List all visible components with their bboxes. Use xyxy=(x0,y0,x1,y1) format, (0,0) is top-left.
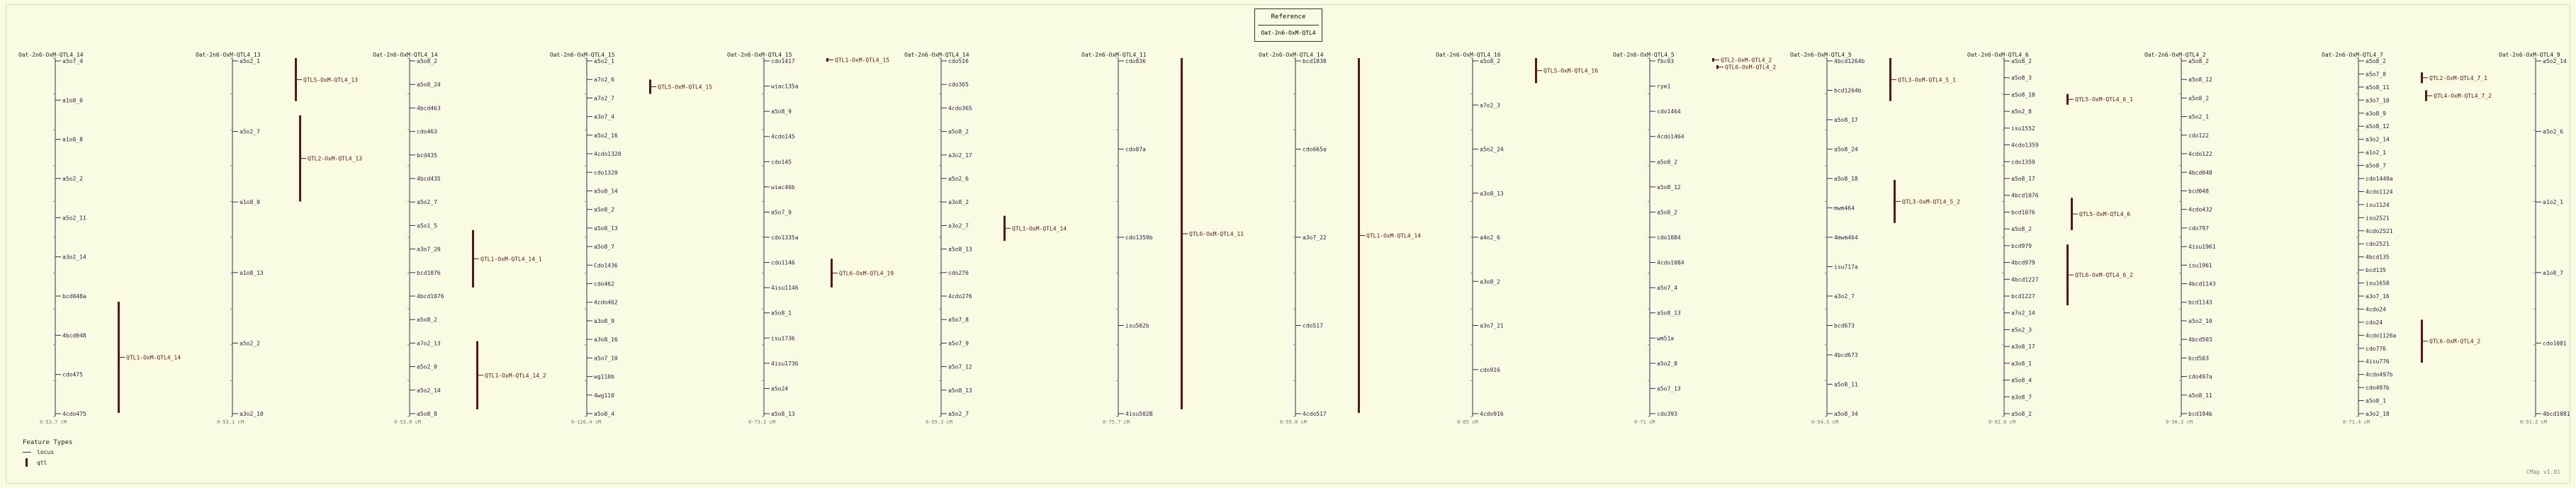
map-scale-label: 0-92.6 cM xyxy=(1989,419,2015,425)
reference-map-name[interactable]: Oat-2n6-OxM-QTL4 xyxy=(1258,25,1319,36)
legend-title: Feature Types xyxy=(23,439,73,446)
map-scale-label: 0-59.2 cM xyxy=(926,419,952,425)
reference-heading: Reference xyxy=(1271,13,1306,21)
map-scale-label: 0-73.2 cM xyxy=(748,419,775,425)
map-title[interactable]: Oat-2n6-OxM-QTL4_14 xyxy=(904,52,969,58)
map-scale-label: 0-65 cM xyxy=(1457,419,1478,425)
map-title[interactable]: Oat-2n6-OxM-QTL4_6 xyxy=(1967,52,2029,58)
map-title[interactable]: Oat-2n6-OxM-QTL4_5 xyxy=(1790,52,1852,58)
map-scale-label: 0-71.4 cM xyxy=(2343,419,2370,425)
map-title[interactable]: Oat-2n6-OxM-QTL4_14 xyxy=(373,52,438,58)
map-title[interactable]: Oat-2n6-OxM-QTL4_7 xyxy=(2322,52,2383,58)
map-title[interactable]: Oat-2n6-OxM-QTL4_5 xyxy=(1613,52,1675,58)
legend: Feature Types locus qtl xyxy=(23,439,72,467)
legend-item-qtl: qtl xyxy=(23,458,72,467)
map-viewer-frame xyxy=(6,4,2570,484)
map-scale-label: 0-126.4 cM xyxy=(571,419,602,425)
map-title[interactable]: Oat-2n6-OxM-QTL4_9 xyxy=(2499,52,2560,58)
map-title[interactable]: Oat-2n6-OxM-QTL4_2 xyxy=(2144,52,2206,58)
legend-item-locus: locus xyxy=(23,449,72,455)
map-scale-label: 0-51.2 cM xyxy=(2520,419,2547,425)
version-footer: CMap v1.01 xyxy=(2526,469,2560,475)
map-title[interactable]: Oat-2n6-OxM-QTL4_14 xyxy=(18,52,84,58)
map-scale-label: 0-75.7 cM xyxy=(1103,419,1130,425)
map-title[interactable]: Oat-2n6-OxM-QTL4_15 xyxy=(550,52,615,58)
map-scale-label: 0-55.0 cM xyxy=(1280,419,1307,425)
qtl-swatch xyxy=(26,458,28,467)
legend-label-locus: locus xyxy=(37,449,55,455)
map-scale-label: 0-50.2 cM xyxy=(2166,419,2193,425)
map-scale-label: 0-71 cM xyxy=(1634,419,1655,425)
map-scale-label: 0-54.5 cM xyxy=(1811,419,1838,425)
map-title[interactable]: Oat-2n6-OxM-QTL4_13 xyxy=(196,52,261,58)
map-scale-label: 0-53.8 cM xyxy=(394,419,421,425)
map-title[interactable]: Oat-2n6-OxM-QTL4_11 xyxy=(1081,52,1147,58)
reference-box[interactable]: Reference Oat-2n6-OxM-QTL4 xyxy=(1254,8,1322,42)
map-scale-label: 0-53.1 cM xyxy=(217,419,244,425)
map-title[interactable]: Oat-2n6-OxM-QTL4_14 xyxy=(1259,52,1324,58)
map-title[interactable]: Oat-2n6-OxM-QTL4_16 xyxy=(1436,52,1501,58)
legend-label-qtl: qtl xyxy=(37,459,47,466)
map-scale-label: 0-53.7 cM xyxy=(40,419,67,425)
locus-swatch xyxy=(23,452,31,453)
map-title[interactable]: Oat-2n6-OxM-QTL4_15 xyxy=(727,52,792,58)
